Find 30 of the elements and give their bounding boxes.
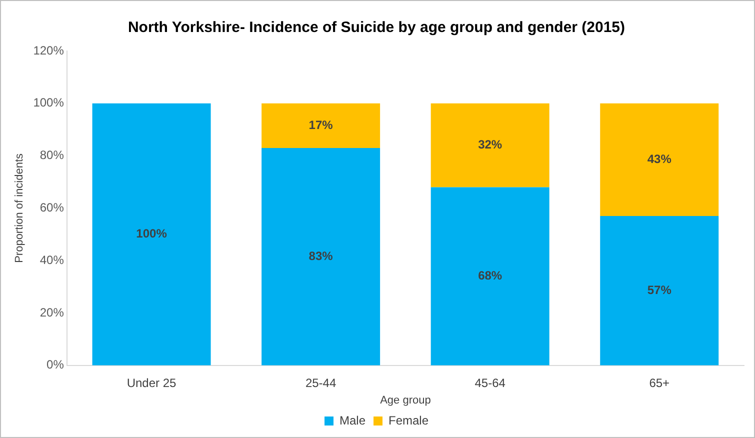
chart-title: North Yorkshire- Incidence of Suicide by age group and gender (2015)	[128, 19, 626, 36]
x-axis-title: Age group	[380, 394, 431, 406]
legend-label: Female	[388, 413, 429, 428]
data-label: 57%	[647, 283, 672, 298]
bar	[430, 187, 550, 366]
y-tick-label: 120%	[33, 43, 64, 58]
data-label: 68%	[478, 268, 502, 283]
x-tick-label: 25-44	[305, 376, 336, 390]
bar	[600, 216, 719, 366]
x-tick-label: 65+	[649, 376, 670, 390]
x-tick-label: 45-64	[474, 376, 506, 390]
data-label: 100%	[136, 226, 168, 241]
y-tick-label: 40%	[40, 252, 64, 267]
legend-label: Male	[339, 413, 366, 428]
bar	[262, 148, 380, 366]
y-axis-title: Proportion of incidents	[14, 152, 26, 263]
bar	[92, 103, 211, 366]
y-tick-label: 20%	[40, 305, 64, 320]
y-tick-label: 60%	[40, 200, 64, 215]
data-label: 17%	[308, 118, 334, 132]
y-tick-label: 100%	[33, 96, 64, 110]
data-label: 43%	[647, 152, 672, 166]
data-label: 32%	[478, 138, 502, 152]
bar	[262, 103, 380, 148]
x-tick-label: Under 25	[126, 376, 177, 390]
bar	[600, 103, 719, 216]
y-tick-label: 0%	[46, 358, 64, 372]
data-label: 83%	[308, 248, 334, 263]
bar	[430, 103, 550, 188]
y-tick-label: 80%	[40, 148, 64, 162]
